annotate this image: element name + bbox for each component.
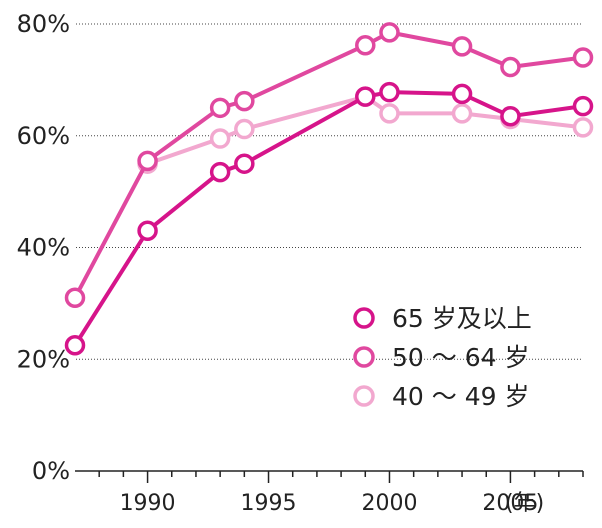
data-point	[234, 118, 255, 140]
legend-marker	[353, 385, 375, 407]
data-point	[209, 161, 231, 183]
y-tick-label: 0%	[32, 457, 70, 485]
data-point	[355, 86, 376, 107]
data-point	[209, 128, 231, 149]
legend: 65 岁及以上 50 ～ 64 岁 40 ～ 49 岁	[353, 304, 532, 411]
x-tick-label: 1990	[120, 491, 176, 516]
series-layer	[64, 22, 594, 356]
data-point	[137, 150, 158, 172]
axis-layer	[75, 470, 584, 483]
legend-label: 40 ～ 49 岁	[392, 382, 529, 411]
data-point	[234, 153, 255, 174]
data-point	[234, 90, 255, 112]
y-tick-labels: 0% 20% 40% 60% 80%	[17, 10, 70, 485]
y-tick-label: 80%	[17, 10, 70, 38]
legend-marker	[353, 346, 375, 368]
data-point	[355, 34, 376, 56]
y-tick-label: 40%	[17, 234, 70, 262]
data-point	[379, 22, 400, 43]
data-point	[64, 287, 86, 309]
data-point	[64, 335, 86, 356]
x-tick-label: 2000	[361, 491, 417, 516]
data-point	[572, 47, 594, 68]
grid-layer	[76, 23, 583, 360]
data-point	[451, 36, 473, 57]
x-tick-label: 1995	[241, 491, 297, 516]
data-point	[500, 56, 521, 78]
x-unit-label: (年)	[505, 491, 544, 516]
series-1	[64, 22, 594, 309]
y-tick-label: 60%	[17, 122, 70, 150]
data-point	[451, 83, 473, 105]
data-point	[572, 95, 594, 117]
y-tick-label: 20%	[17, 345, 70, 373]
data-point	[209, 97, 231, 119]
legend-marker	[353, 307, 375, 329]
legend-label: 50 ～ 64 岁	[392, 343, 529, 372]
data-point	[137, 220, 158, 241]
x-tick-label: 2005	[482, 491, 538, 516]
x-tick-labels: 1990 1995 2000 2005	[120, 491, 539, 516]
data-point	[451, 103, 473, 124]
data-point	[572, 117, 594, 138]
data-point	[379, 81, 400, 103]
legend-label: 65 岁及以上	[392, 304, 532, 333]
series-0	[64, 81, 594, 356]
data-point	[500, 105, 521, 127]
data-point	[379, 103, 400, 124]
